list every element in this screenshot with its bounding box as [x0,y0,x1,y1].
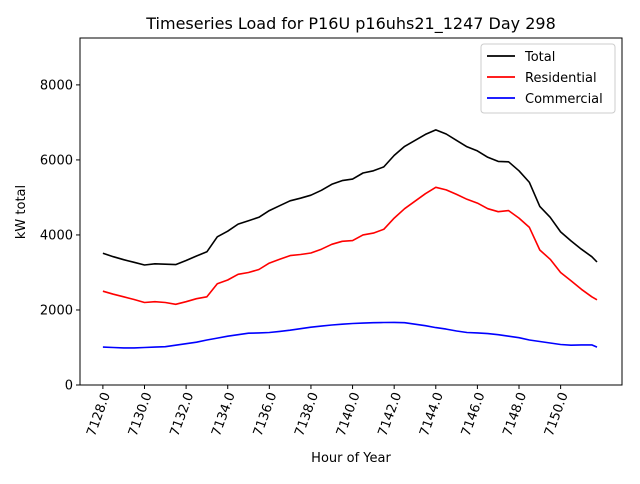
x-tick-label: 7140.0 [334,390,364,438]
chart-title: Timeseries Load for P16U p16uhs21_1247 D… [145,14,556,34]
x-tick-label: 7134.0 [209,390,239,438]
y-axis: 0 2000 4000 6000 8000 [40,78,80,394]
x-axis: 7128.0 7130.0 7132.0 7134.0 7136.0 7138.0 7140… [84,385,572,438]
y-tick-label: 8000 [40,78,73,93]
series-layer [102,129,598,349]
y-tick-label: 0 [65,379,73,394]
x-tick-label: 7146.0 [459,390,489,438]
series-line-total [102,129,598,266]
legend-label-residential: Residential [525,71,597,86]
x-tick-label: 7144.0 [417,390,447,438]
y-tick-label: 4000 [40,228,73,243]
y-axis-label: kW total [14,185,29,239]
series-line-commercial [102,321,598,349]
x-tick-label: 7150.0 [542,390,572,438]
legend: Total Residential Commercial [480,43,616,114]
x-axis-label: Hour of Year [311,451,391,466]
legend-box [480,43,616,114]
x-tick-label: 7130.0 [126,390,156,438]
x-tick-label: 7138.0 [292,390,322,438]
legend-label-total: Total [524,50,555,65]
y-tick-label: 2000 [40,303,73,318]
x-tick-label: 7136.0 [251,390,281,438]
series-line-residential [102,186,598,306]
x-tick-label: 7128.0 [84,390,114,438]
plot-frame [79,37,623,386]
y-tick-label: 6000 [40,153,73,168]
x-tick-label: 7132.0 [168,390,198,438]
x-tick-label: 7148.0 [500,390,530,438]
x-tick-label: 7142.0 [376,390,406,438]
legend-label-commercial: Commercial [525,92,603,107]
